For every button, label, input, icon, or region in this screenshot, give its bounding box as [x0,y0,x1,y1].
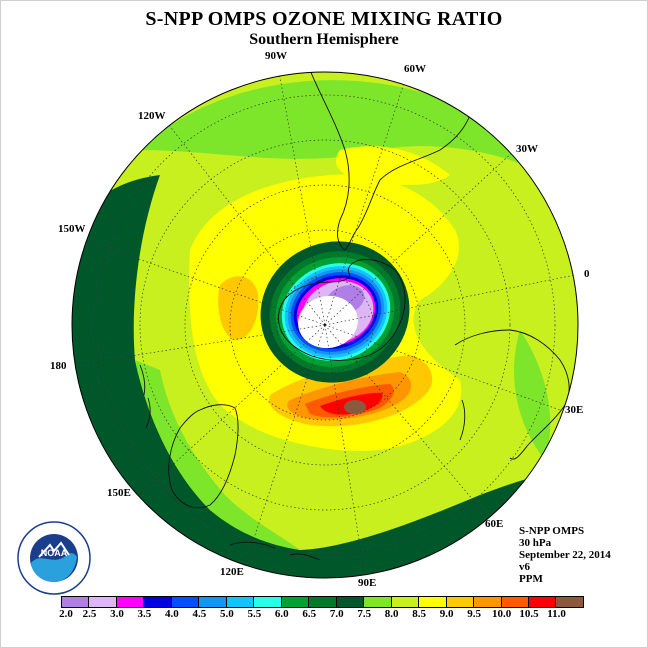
colorbar-tick-label: 6.0 [274,608,289,620]
lon-label-60w: 60W [404,63,426,75]
noaa-logo: NOAA [17,521,91,595]
colorbar-tick-label: 7.0 [329,608,344,620]
lon-label-30w: 30W [516,143,538,155]
colorbar-tick-label: 9.0 [439,608,454,620]
coast-new-zealand [139,364,151,429]
colorbar-swatch [473,596,502,608]
colorbar-swatch [280,596,310,608]
coast-madagascar [459,399,466,441]
field-brown-max [344,400,366,414]
colorbar-ticks: 2.0 2.5 3.0 3.5 4.0 4.5 5.0 5.5 6.0 6.5 7.0 7.5 8.0 8… [0,608,648,622]
colorbar-tick-label: 3.5 [137,608,152,620]
info-instrument: S-NPP OMPS [519,525,585,537]
colorbar-swatch [418,596,447,608]
field-yellow-north [336,146,450,185]
info-version: v6 [519,561,530,573]
map-border [71,71,579,579]
field-mid-green [135,360,300,550]
colorbar-swatch [390,596,420,608]
lon-label-0: 0 [584,268,590,280]
map-title: S-NPP OMPS OZONE MIXING RATIO [145,8,503,30]
lon-label-60e: 60E [485,518,504,530]
colorbar-tick-label: 10.5 [519,608,539,620]
lon-label-150e: 150E [107,487,131,499]
info-level: 30 hPa [519,537,552,549]
colorbar-swatch [500,596,529,608]
colorbar-tick-label: 4.5 [192,608,207,620]
colorbar-swatch [170,596,200,608]
svg-text:+: + [322,322,327,329]
colorbar-tick-label: 8.0 [384,608,399,620]
colorbar-swatch [363,596,392,608]
colorbar-tick-label: 5.5 [247,608,262,620]
coast-australia [168,404,239,509]
colorbar-tick-label: 4.0 [165,608,179,620]
lon-label-120w: 120W [138,110,166,122]
graticule [74,72,576,578]
lon-label-150w: 150W [58,223,86,235]
coast-islands [229,541,321,561]
colorbar-tick-label: 2.0 [59,608,73,620]
colorbar-swatch [225,596,255,608]
ozone-field [72,72,578,578]
coastlines [139,72,570,561]
colorbar-tick-label: 8.5 [412,608,427,620]
lon-label-90e: 90E [358,577,377,589]
colorbar-tick-label: 7.5 [357,608,372,620]
field-light-green-east [514,330,551,460]
info-units: PPM [519,573,543,585]
colorbar-tick-label: 5.0 [219,608,234,620]
colorbar-swatch [445,596,475,608]
coast-south-america [309,72,471,251]
lon-label-30e: 30E [565,404,584,416]
colorbar-swatch [335,596,365,608]
colorbar-tick-label: 6.5 [302,608,317,620]
colorbar-tick-label: 2.5 [82,608,97,620]
map-subtitle: Southern Hemisphere [249,31,399,48]
lon-label-120e: 120E [220,566,244,578]
lon-label-90w: 90W [265,50,287,62]
colorbar-tick-label: 11.0 [547,608,566,620]
info-date: September 22, 2014 [519,549,611,561]
pole-marker: + [322,322,327,329]
colorbar-swatch [555,596,584,608]
info-block: S-NPP OMPS 30 hPa September 22, 2014 v6 … [519,525,611,585]
coast-antarctica [278,259,406,361]
colorbar-swatch [115,596,145,608]
colorbar-tick-label: 10.0 [491,608,512,620]
field-light-green-north [140,80,545,175]
colorbar-swatch [308,596,337,608]
field-gold-west [218,276,259,340]
colorbar-swatch [198,596,227,608]
colorbar-swatch [143,596,172,608]
colorbar-swatch [61,596,90,608]
colorbar [61,596,584,608]
colorbar-swatch [88,596,117,608]
colorbar-tick-label: 3.0 [110,608,124,620]
colorbar-tick-label: 9.5 [467,608,481,620]
lon-label-180: 180 [50,360,67,372]
colorbar-swatch [527,596,557,608]
field-dark-green-band [72,175,578,578]
svg-text:NOAA: NOAA [41,548,68,558]
colorbar-swatch [253,596,282,608]
coast-africa [454,329,570,460]
